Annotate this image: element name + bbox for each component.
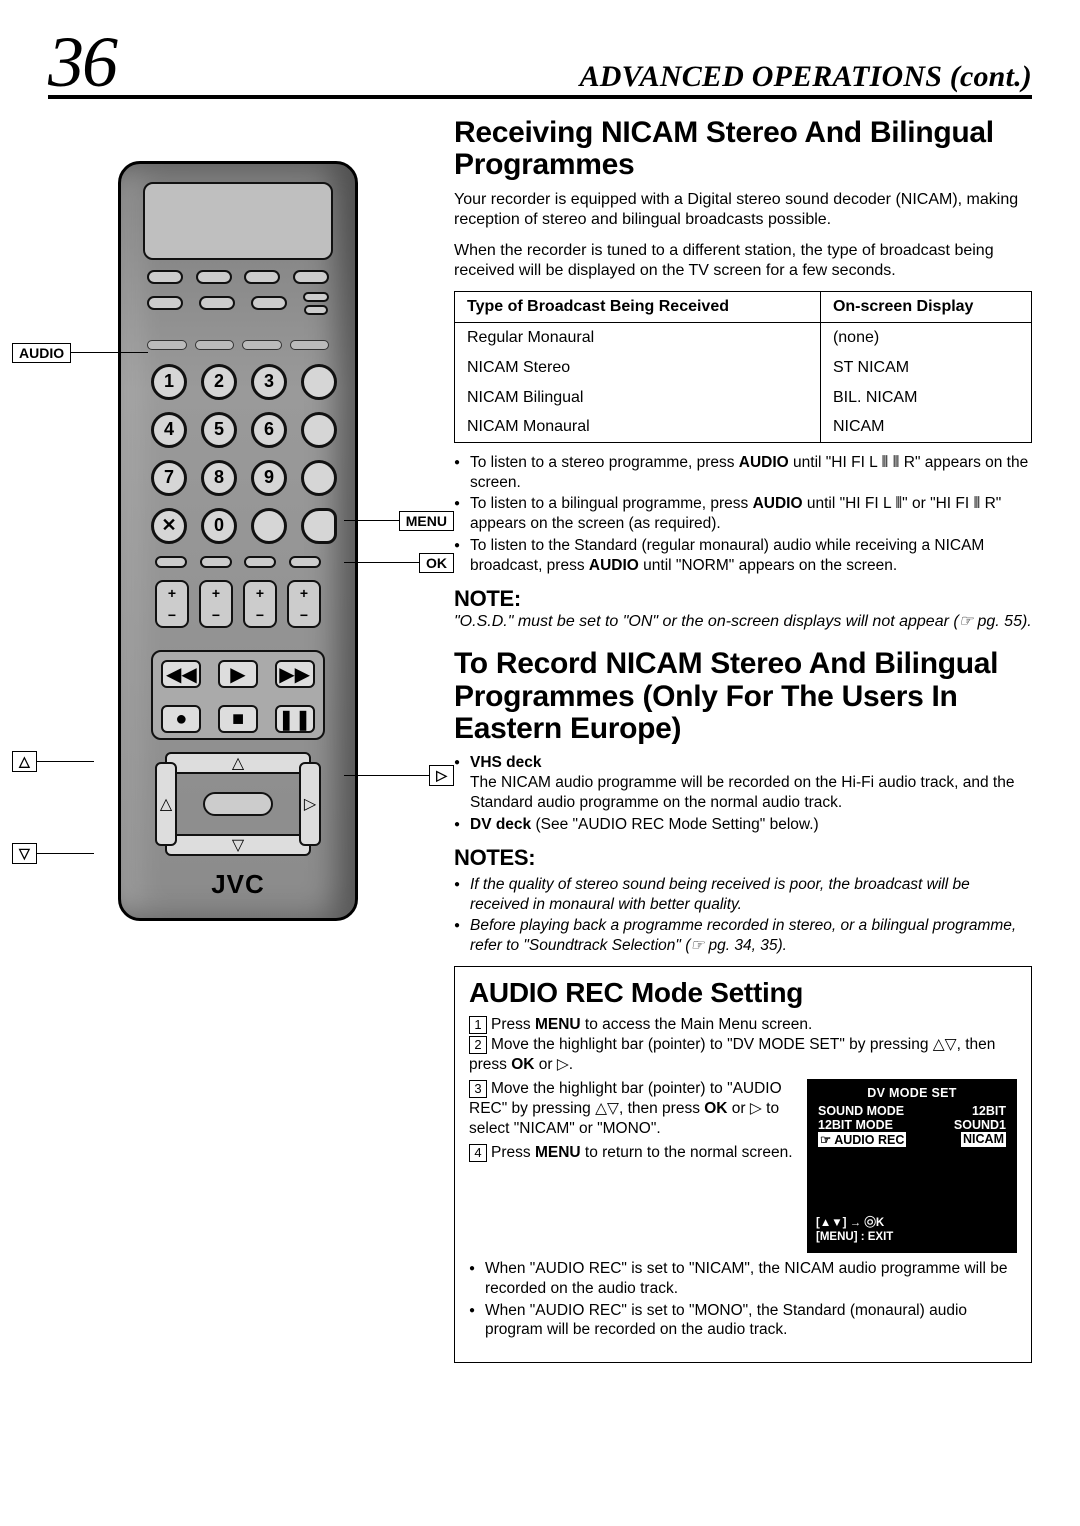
ok-row [155, 556, 321, 568]
note-text: "O.S.D." must be set to "ON" or the on-s… [454, 612, 1032, 632]
box-end-bullet: When "AUDIO REC" is set to "NICAM", the … [469, 1259, 1017, 1299]
table-cell: BIL. NICAM [820, 383, 1031, 413]
remote-lcd [143, 182, 333, 260]
aux-btn-b [301, 412, 337, 448]
broadcast-table: Type of Broadcast Being Received On-scre… [454, 291, 1032, 442]
num-6: 6 [251, 412, 287, 448]
section2-notes: If the quality of stereo sound being rec… [454, 875, 1032, 956]
remote-illustration: 1 2 3 4 5 6 7 8 9 ✕ 0 [118, 161, 358, 921]
brand-logo: JVC [121, 869, 355, 900]
section1-bullets: To listen to a stereo programme, press A… [454, 453, 1032, 576]
table-header-2: On-screen Display [820, 292, 1031, 323]
section2-items: VHS deckThe NICAM audio programme will b… [454, 753, 1032, 834]
section1-para1: Your recorder is equipped with a Digital… [454, 190, 1032, 231]
num-1: 1 [151, 364, 187, 400]
osd-bottom: [▲▼] → ㉧K [MENU] : EXIT [816, 1217, 1008, 1243]
note-heading: NOTE: [454, 586, 1032, 612]
callout-audio-label: AUDIO [12, 343, 71, 363]
osd-title: DV MODE SET [816, 1086, 1008, 1100]
num-0: 0 [201, 508, 237, 544]
callout-up-icon: △ [12, 751, 37, 772]
section1-para2: When the recorder is tuned to a differen… [454, 241, 1032, 282]
table-cell: NICAM Stereo [455, 353, 821, 383]
notes-heading: NOTES: [454, 845, 1032, 871]
callout-ok: OK [344, 553, 454, 573]
section1-bullet: To listen to a stereo programme, press A… [454, 453, 1032, 493]
callout-menu-label: MENU [399, 511, 454, 531]
section2-note: If the quality of stereo sound being rec… [454, 875, 1032, 915]
section2-note: Before playing back a programme recorded… [454, 916, 1032, 956]
num-8: 8 [201, 460, 237, 496]
section1-bullet: To listen to a bilingual programme, pres… [454, 494, 1032, 534]
osd-panel: DV MODE SET SOUND MODE12BIT 12BIT MODESO… [807, 1079, 1017, 1252]
section2-heading: To Record NICAM Stereo And Bilingual Pro… [454, 648, 1032, 745]
cancel-btn: ✕ [151, 508, 187, 544]
transport-block: ◀◀▶▶▶ ●■❚❚ [151, 650, 325, 740]
num-2: 2 [201, 364, 237, 400]
table-cell: (none) [820, 323, 1031, 353]
page-header: 36 ADVANCED OPERATIONS (cont.) [48, 30, 1032, 99]
box-step: 4Press MENU to return to the normal scre… [469, 1143, 793, 1163]
section1-bullet: To listen to the Standard (regular monau… [454, 536, 1032, 576]
header-title: ADVANCED OPERATIONS (cont.) [116, 60, 1032, 94]
remote-numpad: 1 2 3 4 5 6 7 8 9 ✕ 0 [151, 364, 325, 544]
box-end-bullets: When "AUDIO REC" is set to "NICAM", the … [469, 1259, 1017, 1340]
aux-btn-d [251, 508, 287, 544]
table-cell: NICAM Bilingual [455, 383, 821, 413]
osd-line-highlight: ☞ AUDIO RECNICAM [816, 1132, 1008, 1147]
page-number: 36 [48, 30, 116, 95]
box-step: 3Move the highlight bar (pointer) to "AU… [469, 1079, 793, 1138]
table-header-1: Type of Broadcast Being Received [455, 292, 821, 323]
direction-pad: △ ▽ △ ▷ [155, 752, 321, 856]
box-lower-row: 3Move the highlight bar (pointer) to "AU… [469, 1079, 1017, 1252]
aux-btn-a [301, 364, 337, 400]
callout-audio: AUDIO [12, 343, 148, 363]
remote-row-1 [147, 270, 329, 284]
remote-thinrow [147, 340, 329, 350]
right-column: Receiving NICAM Stereo And Bilingual Pro… [454, 117, 1032, 1363]
section2-item: VHS deckThe NICAM audio programme will b… [454, 753, 1032, 812]
num-7: 7 [151, 460, 187, 496]
section2-item: DV deck (See "AUDIO REC Mode Setting" be… [454, 815, 1032, 835]
remote-column: 1 2 3 4 5 6 7 8 9 ✕ 0 [48, 117, 428, 1363]
box-steps-top: 1Press MENU to access the Main Menu scre… [469, 1015, 1017, 1075]
callout-up-tri: △ [12, 751, 94, 772]
box-steps-side: 3Move the highlight bar (pointer) to "AU… [469, 1079, 793, 1166]
callout-menu: MENU [344, 511, 454, 531]
menu-btn [301, 508, 337, 544]
osd-line: SOUND MODE12BIT [816, 1104, 1008, 1118]
table-cell: Regular Monaural [455, 323, 821, 353]
remote-row-2 [147, 292, 329, 315]
osd-line: 12BIT MODESOUND1 [816, 1118, 1008, 1132]
callout-right-tri: ▷ [344, 765, 454, 786]
num-5: 5 [201, 412, 237, 448]
callout-ok-label: OK [419, 553, 454, 573]
content-columns: 1 2 3 4 5 6 7 8 9 ✕ 0 [48, 117, 1032, 1363]
table-cell: NICAM [820, 412, 1031, 442]
num-4: 4 [151, 412, 187, 448]
box-step: 2Move the highlight bar (pointer) to "DV… [469, 1035, 1017, 1075]
aux-btn-c [301, 460, 337, 496]
box-end-bullet: When "AUDIO REC" is set to "MONO", the S… [469, 1301, 1017, 1341]
callout-right-icon: ▷ [429, 765, 454, 786]
table-cell: NICAM Monaural [455, 412, 821, 442]
box-heading: AUDIO REC Mode Setting [469, 977, 1017, 1009]
num-3: 3 [251, 364, 287, 400]
audio-rec-box: AUDIO REC Mode Setting 1Press MENU to ac… [454, 966, 1032, 1363]
remote-body: 1 2 3 4 5 6 7 8 9 ✕ 0 [118, 161, 358, 921]
num-9: 9 [251, 460, 287, 496]
callout-down-tri: ▽ [12, 843, 94, 864]
box-step: 1Press MENU to access the Main Menu scre… [469, 1015, 1017, 1035]
plusminus-row: +− +− +− +− [155, 580, 321, 628]
section1-heading: Receiving NICAM Stereo And Bilingual Pro… [454, 117, 1032, 182]
callout-down-icon: ▽ [12, 843, 37, 864]
table-cell: ST NICAM [820, 353, 1031, 383]
